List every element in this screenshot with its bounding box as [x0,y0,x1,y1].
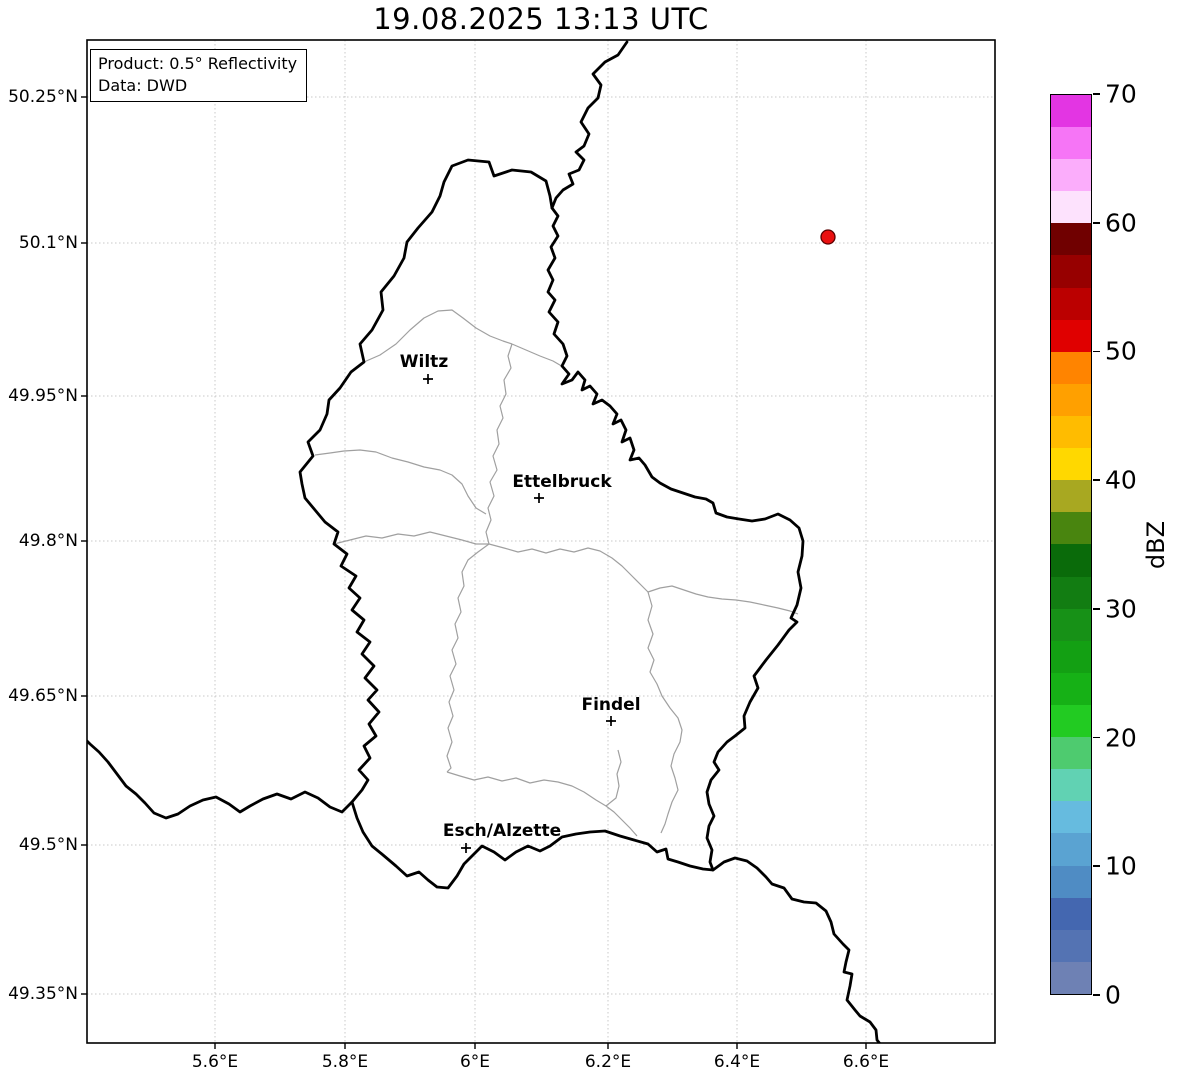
colorbar-cell-17.5dbz [1051,737,1091,770]
city-marker [461,843,471,853]
y-tick-label: 49.5°N [18,835,78,855]
colorbar-cell-40dbz [1051,448,1091,481]
colorbar-cell-47.5dbz [1051,351,1091,384]
country-borders [87,40,882,1043]
colorbar-tick-label: 70 [1105,79,1137,109]
y-tick-label: 50.1°N [18,233,78,253]
colorbar-cell-12.5dbz [1051,801,1091,834]
colorbar-cell-52.5dbz [1051,287,1091,320]
x-tick-label: 5.8°E [321,1052,369,1072]
colorbar [1050,94,1092,995]
axes-frame [86,39,996,1044]
colorbar-cell-32.5dbz [1051,544,1091,577]
colorbar-tick-label: 10 [1105,851,1137,881]
marker-layer [423,229,836,853]
colorbar-tick-mark [1093,350,1100,353]
colorbar-cell-20dbz [1051,705,1091,738]
colorbar-cell-7.5dbz [1051,865,1091,898]
colorbar-cell-25dbz [1051,640,1091,673]
luxembourg-border [298,158,805,890]
colorbar-tick-label: 0 [1105,980,1121,1010]
colorbar-cell-67.5dbz [1051,94,1091,128]
grid-layer [81,40,995,1049]
city-marker [534,493,544,503]
colorbar-tick-mark [1093,93,1100,95]
colorbar-cell-35dbz [1051,512,1091,545]
data-source-line: Data: DWD [98,76,188,96]
colorbar-tick-label: 30 [1105,594,1137,624]
city-label: Findel [581,695,641,715]
x-tick-label: 6.2°E [584,1052,632,1072]
colorbar-cell-27.5dbz [1051,608,1091,641]
x-tick-label: 6°E [459,1052,491,1072]
colorbar-cell-2.5dbz [1051,929,1091,962]
product-line: Product: 0.5° Reflectivity [98,54,298,73]
colorbar-tick-mark [1093,221,1100,224]
colorbar-tick-label: 20 [1105,723,1137,753]
colorbar-cell-65dbz [1051,127,1091,160]
x-tick-label: 6.4°E [713,1052,761,1072]
colorbar-tick-mark [1093,865,1100,868]
city-label: Ettelbruck [512,472,612,492]
colorbar-tick-label: 40 [1105,465,1137,495]
colorbar-cell-22.5dbz [1051,672,1091,706]
colorbar-cell-57.5dbz [1051,223,1091,256]
city-marker [423,374,433,384]
city-marker [606,716,616,726]
colorbar-cell-60dbz [1051,191,1091,224]
belgium-france-border [87,739,354,820]
colorbar-tick-mark [1093,479,1100,481]
colorbar-axis-label: dBZ [1142,520,1171,570]
colorbar-tick-mark [1093,608,1100,610]
x-tick-label: 5.6°E [191,1052,239,1072]
colorbar-cell-37.5dbz [1051,480,1091,513]
colorbar-cell-55dbz [1051,255,1091,288]
city-label: Esch/Alzette [442,821,562,841]
colorbar-cell-5dbz [1051,897,1091,930]
colorbar-cell-62.5dbz [1051,159,1091,192]
colorbar-cell-0dbz [1051,961,1091,994]
colorbar-cell-30dbz [1051,576,1091,609]
france-germany-border [711,856,882,1043]
colorbar-tick-mark [1093,736,1100,739]
colorbar-tick-label: 50 [1105,336,1137,366]
colorbar-tick-mark [1093,994,1100,996]
belgium-germany-border [550,40,629,210]
district-borders [314,309,799,837]
colorbar-cell-10dbz [1051,833,1091,866]
y-tick-label: 50.25°N [8,87,78,107]
product-info-box: Product: 0.5° Reflectivity Data: DWD [90,49,308,103]
colorbar-cell-42.5dbz [1051,416,1091,449]
radar-location-dot [820,229,836,245]
page-title: 19.08.2025 13:13 UTC [373,2,709,36]
y-tick-label: 49.95°N [8,386,78,406]
y-tick-label: 49.35°N [8,984,78,1004]
colorbar-cell-15dbz [1051,769,1091,802]
x-tick-label: 6.6°E [842,1052,890,1072]
colorbar-tick-label: 60 [1105,208,1137,238]
y-tick-label: 49.8°N [18,531,78,551]
y-tick-label: 49.65°N [8,686,78,706]
city-label: Wiltz [399,352,449,372]
colorbar-cell-45dbz [1051,383,1091,417]
colorbar-cell-50dbz [1051,319,1091,352]
